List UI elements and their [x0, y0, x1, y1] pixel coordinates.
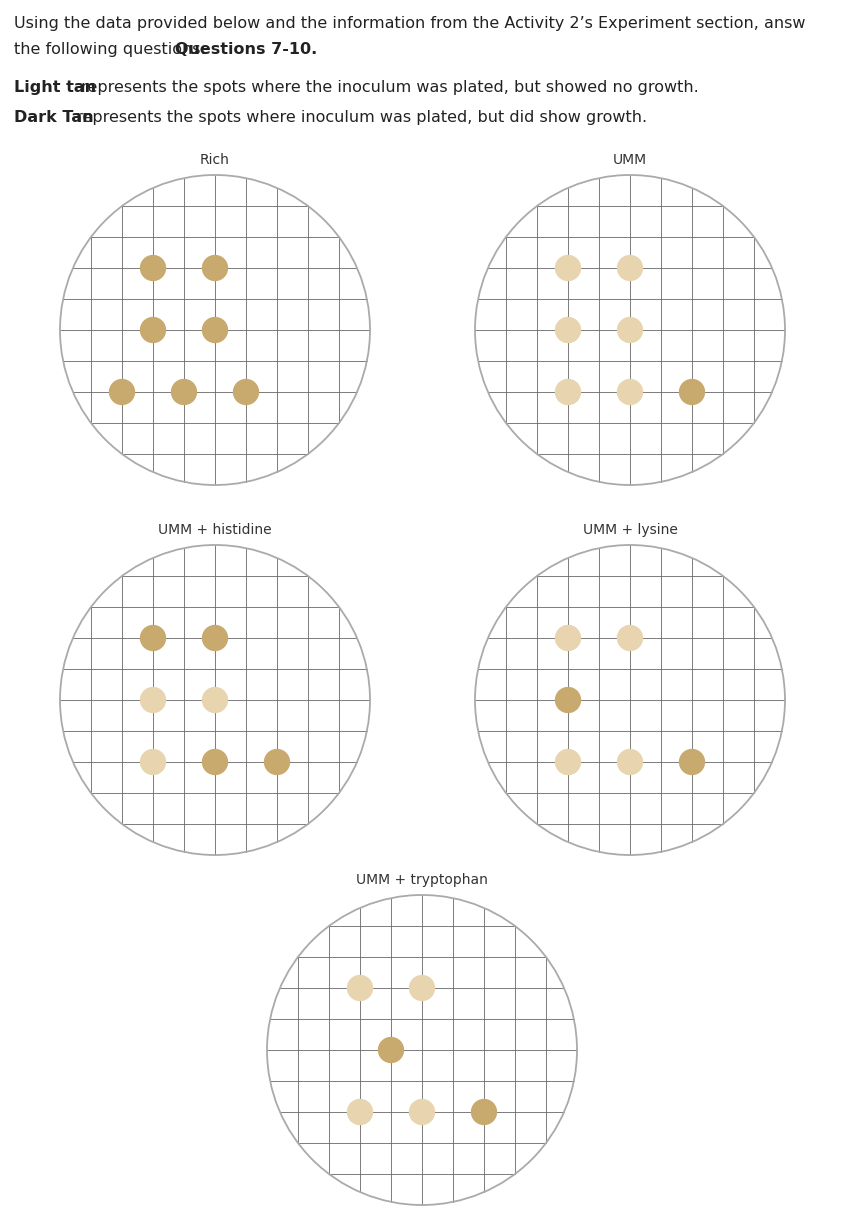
Circle shape	[617, 625, 643, 651]
Circle shape	[617, 254, 643, 281]
Circle shape	[679, 379, 706, 405]
Circle shape	[202, 749, 228, 775]
Circle shape	[202, 625, 228, 651]
Text: Light tan: Light tan	[14, 80, 96, 95]
Text: Dark Tan: Dark Tan	[14, 110, 94, 125]
Text: UMM + tryptophan: UMM + tryptophan	[356, 873, 488, 886]
Circle shape	[679, 749, 706, 775]
Circle shape	[202, 317, 228, 344]
Circle shape	[617, 379, 643, 405]
Circle shape	[170, 379, 197, 405]
Text: the following questions:: the following questions:	[14, 42, 211, 57]
Text: Questions 7-10.: Questions 7-10.	[176, 42, 317, 57]
Circle shape	[617, 317, 643, 344]
Circle shape	[347, 1099, 373, 1125]
Circle shape	[555, 254, 582, 281]
Text: Rich: Rich	[200, 153, 230, 166]
Circle shape	[264, 749, 290, 775]
Circle shape	[109, 379, 135, 405]
Circle shape	[347, 974, 373, 1001]
Circle shape	[140, 749, 166, 775]
Circle shape	[555, 317, 582, 344]
Circle shape	[140, 317, 166, 344]
Circle shape	[233, 379, 259, 405]
Circle shape	[555, 379, 582, 405]
Text: Using the data provided below and the information from the Activity 2’s Experime: Using the data provided below and the in…	[14, 16, 805, 31]
Circle shape	[555, 625, 582, 651]
Circle shape	[140, 254, 166, 281]
Circle shape	[202, 687, 228, 713]
Circle shape	[408, 974, 436, 1001]
Circle shape	[555, 749, 582, 775]
Circle shape	[471, 1099, 497, 1125]
Circle shape	[140, 687, 166, 713]
Circle shape	[408, 1099, 436, 1125]
Circle shape	[140, 625, 166, 651]
Text: UMM + lysine: UMM + lysine	[582, 523, 678, 537]
Circle shape	[555, 687, 582, 713]
Circle shape	[202, 254, 228, 281]
Text: represents the spots where the inoculum was plated, but showed no growth.: represents the spots where the inoculum …	[76, 80, 699, 95]
Text: represents the spots where inoculum was plated, but did show growth.: represents the spots where inoculum was …	[71, 110, 647, 125]
Text: UMM: UMM	[613, 153, 647, 166]
Circle shape	[617, 749, 643, 775]
Circle shape	[378, 1037, 404, 1064]
Text: UMM + histidine: UMM + histidine	[158, 523, 272, 537]
